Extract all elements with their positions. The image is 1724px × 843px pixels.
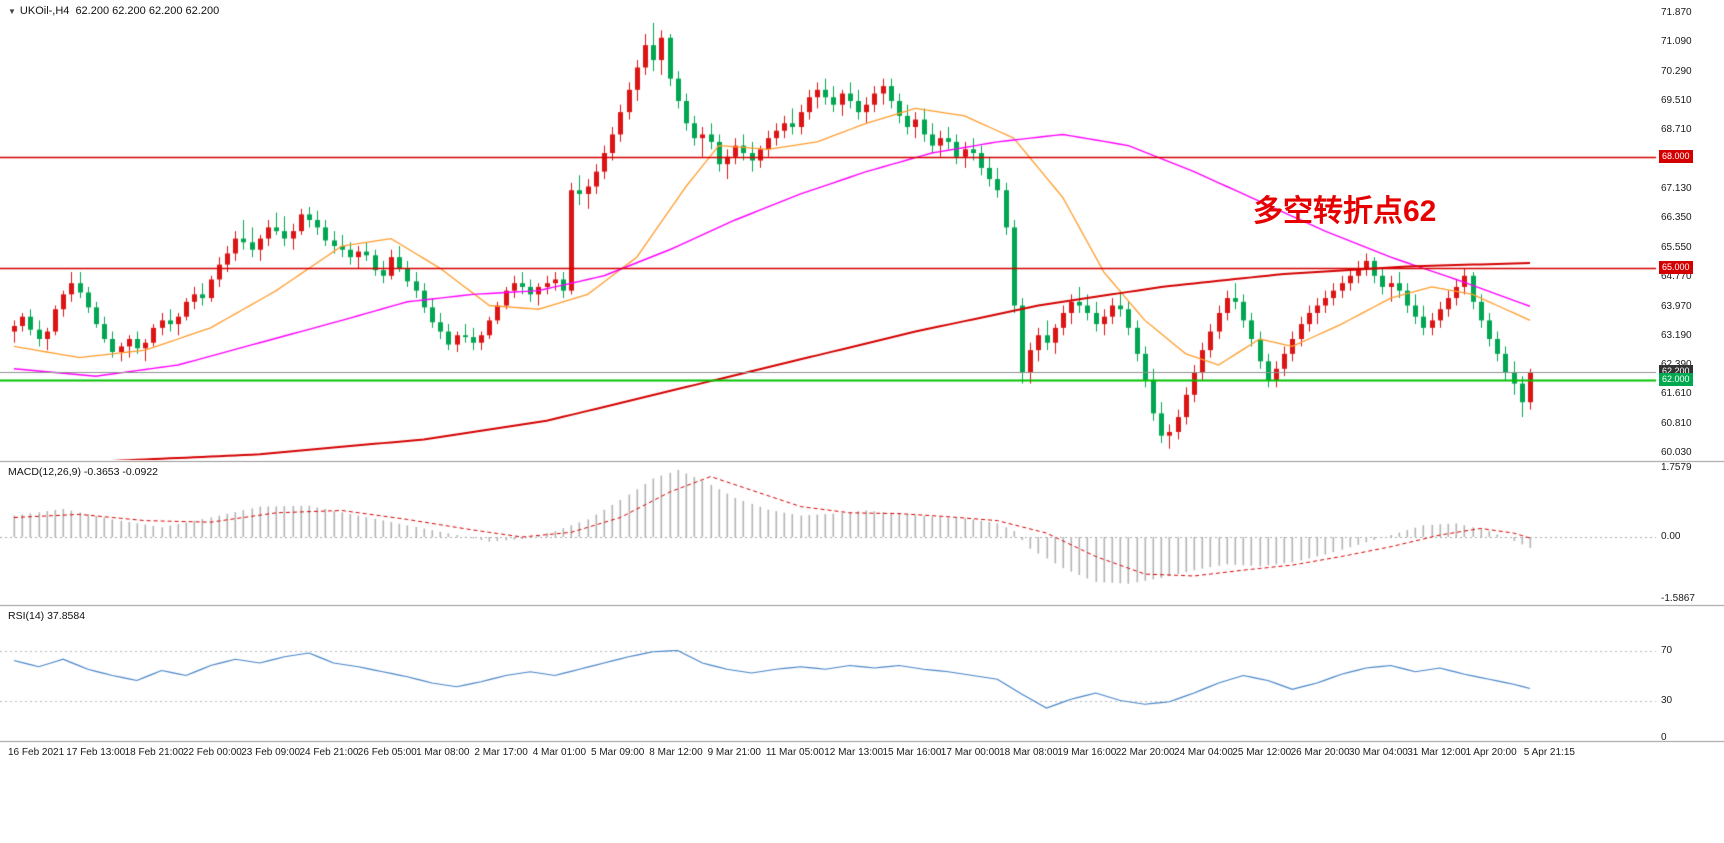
time-axis-label: 16 Feb 2021: [8, 747, 65, 758]
symbol-info-bar: ▼ UKOil-,H4 62.200 62.200 62.200 62.200: [8, 5, 219, 17]
price-axis-tick: 63.970: [1661, 300, 1692, 312]
price-axis-badge-62.000: 62.000: [1659, 372, 1693, 386]
time-axis-label: 17 Feb 13:00: [66, 747, 126, 758]
collapse-indicator-icon[interactable]: ▼: [8, 7, 16, 16]
ohlc-values: 62.200 62.200 62.200 62.200: [75, 5, 220, 17]
macd-indicator-label: MACD(12,26,9) -0.3653 -0.0922: [8, 466, 158, 478]
price-axis-tick: 60.810: [1661, 418, 1692, 430]
time-axis-label: 5 Apr 21:15: [1523, 747, 1575, 758]
time-axis-label: 30 Mar 04:00: [1348, 747, 1408, 758]
price-axis-tick: 71.870: [1661, 6, 1692, 18]
time-axis-label: 8 Mar 12:00: [649, 747, 703, 758]
macd-axis-tick: 0.00: [1661, 531, 1681, 542]
symbol-timeframe-label: UKOil-,H4: [19, 5, 70, 17]
price-axis-badge-68.000: 68.000: [1659, 149, 1693, 163]
price-axis-tick: 62.390: [1661, 359, 1692, 370]
price-axis-badge-65.000: 65.000: [1659, 261, 1693, 275]
chart-annotation-text: 多空转折点62: [1253, 195, 1437, 228]
time-axis-label: 5 Mar 09:00: [591, 747, 645, 758]
price-axis-tick: 69.510: [1661, 94, 1692, 106]
time-axis-label: 22 Feb 00:00: [182, 747, 242, 758]
time-axis-label: 26 Mar 20:00: [1290, 747, 1350, 758]
price-axis-tick: 63.190: [1661, 329, 1692, 341]
time-axis-label: 19 Mar 16:00: [1057, 747, 1117, 758]
time-axis-label: 15 Mar 16:00: [882, 747, 942, 758]
time-axis-label: 9 Mar 21:00: [707, 747, 761, 758]
price-axis-tick: 70.290: [1661, 65, 1692, 77]
time-axis-label: 1 Mar 08:00: [416, 747, 470, 758]
price-axis-tick: 61.610: [1661, 388, 1692, 400]
macd-axis-tick: 1.7579: [1661, 462, 1692, 474]
price-axis-tick: 64.770: [1661, 270, 1692, 282]
price-axis-tick: 65.550: [1661, 241, 1692, 253]
rsi-indicator-label: RSI(14) 37.8584: [8, 610, 86, 622]
rsi-axis-tick: 30: [1661, 694, 1673, 706]
time-axis-label: 24 Mar 04:00: [1174, 747, 1233, 758]
rsi-axis-tick: 0: [1661, 732, 1667, 743]
time-axis-label: 23 Feb 09:00: [241, 747, 301, 758]
time-axis-label: 22 Mar 20:00: [1115, 747, 1175, 758]
time-axis-label: 11 Mar 05:00: [765, 747, 825, 758]
macd-axis-tick: -1.5867: [1661, 592, 1695, 604]
time-axis-label: 26 Feb 05:00: [357, 747, 417, 758]
time-axis-label: 25 Mar 12:00: [1232, 747, 1292, 758]
time-axis-label: 1 Apr 20:00: [1465, 747, 1517, 758]
price-axis-tick: 67.130: [1661, 183, 1692, 195]
time-axis-label: 24 Feb 21:00: [299, 747, 359, 758]
time-axis-label: 17 Mar 00:00: [940, 747, 1000, 758]
time-axis-label: 18 Mar 08:00: [999, 747, 1059, 758]
price-axis-tick: 71.090: [1661, 35, 1692, 47]
time-axis-label: 31 Mar 12:00: [1407, 747, 1467, 758]
time-axis-label: 12 Mar 13:00: [824, 747, 884, 758]
time-axis-label: 4 Mar 01:00: [532, 747, 587, 758]
price-axis-tick: 60.030: [1661, 447, 1692, 459]
price-axis-tick: 68.710: [1661, 124, 1692, 136]
price-axis-tick: 66.350: [1661, 212, 1692, 224]
rsi-axis-tick: 70: [1661, 644, 1673, 656]
time-axis-label: 18 Feb 21:00: [124, 747, 184, 758]
time-axis-label: 2 Mar 17:00: [474, 747, 528, 758]
